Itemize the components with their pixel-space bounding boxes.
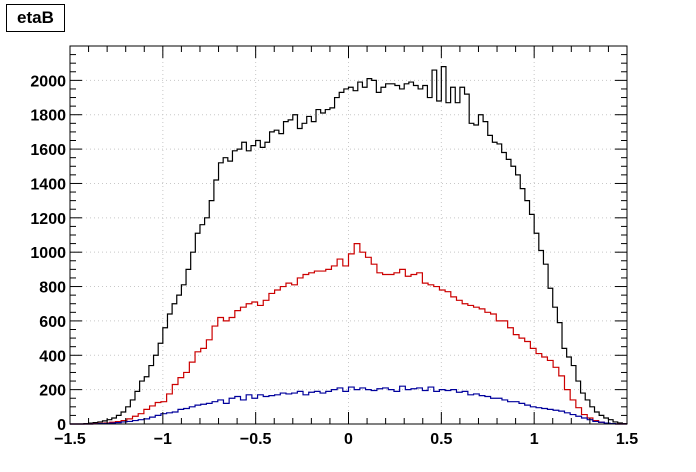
y-tick-label: 400 xyxy=(39,348,66,365)
histogram-title: etaB xyxy=(6,4,65,32)
axes xyxy=(69,45,628,425)
y-tick-label: 1200 xyxy=(30,211,66,228)
histogram-series-1 xyxy=(70,66,628,425)
x-tick-label: −0.5 xyxy=(240,431,272,448)
y-tick-label: 1000 xyxy=(30,245,66,262)
x-tick-label: 0.5 xyxy=(430,431,452,448)
histogram-series-layer xyxy=(70,66,628,425)
grid-lines xyxy=(69,46,628,425)
y-tick-label: 200 xyxy=(39,383,66,400)
y-tick-label: 800 xyxy=(39,280,66,297)
y-tick-label: 1400 xyxy=(30,176,66,193)
x-tick-label: −1.5 xyxy=(54,431,86,448)
y-tick-label: 1800 xyxy=(30,108,66,125)
histogram-series-3 xyxy=(70,385,627,425)
y-tick-label: 0 xyxy=(57,417,66,434)
y-tick-label: 600 xyxy=(39,314,66,331)
x-tick-label: −1 xyxy=(154,431,172,448)
x-tick-label: 0 xyxy=(344,431,353,448)
y-tick-label: 2000 xyxy=(30,73,66,90)
histogram-series-2 xyxy=(70,242,627,425)
tick-labels: −1.5 −1 −0.5 0 0.5 1 1.5 0 200 400 600 800 1000 1200 1… xyxy=(30,73,638,448)
x-tick-label: 1 xyxy=(530,431,539,448)
x-tick-label: 1.5 xyxy=(616,431,638,448)
y-tick-label: 1600 xyxy=(30,142,66,159)
